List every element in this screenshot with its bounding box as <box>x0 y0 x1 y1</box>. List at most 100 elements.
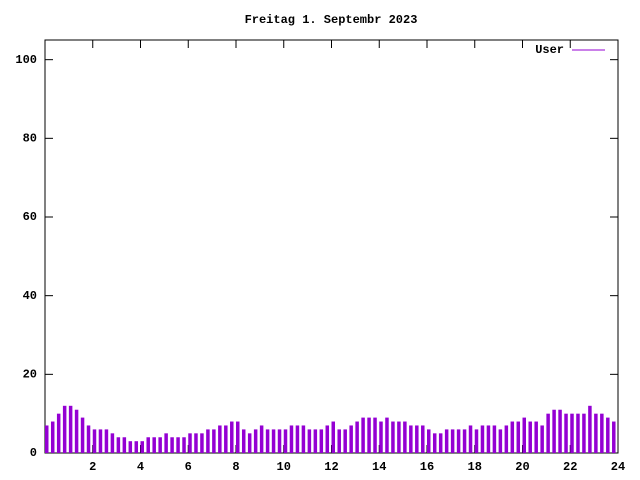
impulse-bar <box>438 433 443 453</box>
impulse-bar <box>98 429 103 453</box>
impulse-bar <box>247 433 252 453</box>
impulse-bar <box>504 425 509 453</box>
x-tick-label: 2 <box>89 460 96 474</box>
x-tick-label: 14 <box>372 460 386 474</box>
impulse-bar <box>450 429 455 453</box>
impulse-bar <box>361 417 365 453</box>
impulse-bar <box>540 425 544 453</box>
impulse-bar <box>409 425 413 453</box>
impulse-bar <box>343 429 347 453</box>
x-tick-label: 8 <box>232 460 239 474</box>
impulse-bar <box>224 425 228 453</box>
impulse-bar <box>319 429 324 453</box>
impulse-bar <box>176 437 180 453</box>
y-tick-label: 60 <box>23 210 37 224</box>
impulse-bar <box>265 429 270 453</box>
impulse-bar <box>427 429 431 453</box>
impulse-bar <box>56 413 61 453</box>
impulse-bar <box>277 429 282 453</box>
impulse-bar <box>516 421 521 453</box>
impulse-bar <box>391 421 395 453</box>
impulse-bar <box>492 425 497 453</box>
y-tick-label: 0 <box>30 446 37 460</box>
impulse-bar <box>271 429 276 453</box>
impulse-bar <box>307 429 312 453</box>
x-tick-label: 10 <box>277 460 291 474</box>
impulse-bar <box>325 425 330 453</box>
impulse-bar <box>570 413 574 453</box>
impulse-bar <box>194 433 198 453</box>
impulse-bar <box>594 413 598 453</box>
impulse-bar <box>588 405 592 453</box>
impulse-bar <box>349 425 353 453</box>
impulse-bar <box>236 421 240 453</box>
impulse-bar <box>456 429 461 453</box>
impulse-bar <box>116 437 121 453</box>
impulse-bar <box>134 441 139 453</box>
impulse-bar <box>182 437 186 453</box>
impulse-bar <box>158 437 162 453</box>
x-tick-label: 4 <box>137 460 144 474</box>
impulse-bar <box>68 405 73 453</box>
x-tick-label: 22 <box>563 460 577 474</box>
impulse-bar <box>403 421 407 453</box>
chart-title: Freitag 1. Septembr 2023 <box>245 13 418 27</box>
impulse-bar <box>206 429 210 453</box>
impulse-bar <box>104 429 109 453</box>
impulse-bar <box>468 425 473 453</box>
plot-frame <box>44 39 619 454</box>
impulse-bar <box>480 425 485 453</box>
impulse-bar <box>200 433 204 453</box>
impulse-bar <box>301 425 306 453</box>
impulse-bar <box>295 425 300 453</box>
impulse-bar <box>355 421 359 453</box>
impulse-bar <box>606 417 610 453</box>
impulse-bar <box>486 425 491 453</box>
impulse-bar <box>45 425 49 453</box>
impulse-bar <box>576 413 580 453</box>
impulse-bar <box>80 417 85 453</box>
x-tick-label: 16 <box>420 460 434 474</box>
y-tick-label: 40 <box>23 289 37 303</box>
impulse-bar <box>152 437 156 453</box>
impulse-bar <box>140 441 144 453</box>
impulse-bar <box>474 429 479 453</box>
impulse-bar <box>337 429 341 453</box>
impulse-bar <box>241 429 246 453</box>
impulse-bar <box>128 441 133 453</box>
impulse-bar <box>122 437 127 453</box>
impulse-bar <box>385 417 389 453</box>
impulse-bar <box>498 429 503 453</box>
impulse-bar <box>283 429 288 453</box>
impulse-bar <box>522 417 526 453</box>
impulse-bar <box>86 425 91 453</box>
impulse-bar <box>546 413 550 453</box>
impulse-bar <box>415 425 419 453</box>
x-tick-label: 18 <box>468 460 482 474</box>
impulse-bar <box>558 409 562 453</box>
impulse-bar <box>534 421 538 453</box>
impulse-bar <box>230 421 234 453</box>
impulse-bar <box>367 417 371 453</box>
x-tick-label: 24 <box>611 460 625 474</box>
impulse-bar <box>313 429 318 453</box>
y-tick-label: 100 <box>15 53 37 67</box>
impulse-bar <box>612 421 616 453</box>
impulse-bar <box>397 421 401 453</box>
impulse-bar <box>62 405 67 453</box>
y-tick-label: 80 <box>23 132 37 146</box>
impulse-bar <box>462 429 467 453</box>
impulse-bar <box>373 417 377 453</box>
impulse-bar <box>510 421 515 453</box>
impulse-bar <box>444 429 449 453</box>
impulse-bar <box>331 421 335 453</box>
impulse-bar <box>170 437 174 453</box>
impulse-bar <box>421 425 425 453</box>
x-tick-label: 12 <box>324 460 338 474</box>
impulse-bar <box>552 409 556 453</box>
legend-label: User <box>535 43 564 57</box>
impulse-bar <box>528 421 532 453</box>
impulse-bar <box>188 433 192 453</box>
